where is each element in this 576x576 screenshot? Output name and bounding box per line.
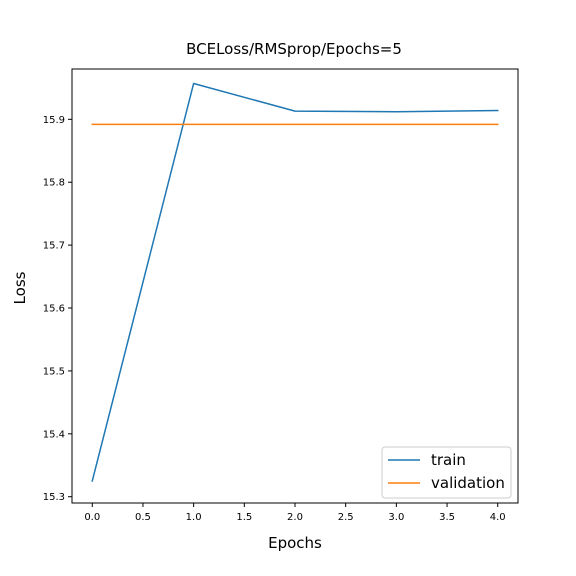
x-tick-label: 0.0 (84, 512, 100, 523)
y-tick-label: 15.7 (43, 241, 65, 252)
series-lines (91, 82, 499, 482)
legend-label-validation: validation (431, 474, 505, 492)
x-tick-label: 2.5 (338, 512, 354, 523)
y-axis-label: Loss (11, 271, 29, 304)
y-tick-label: 15.3 (43, 492, 65, 503)
y-tick-label: 15.6 (43, 304, 65, 315)
legend: train validation (381, 446, 512, 499)
x-tick-label: 1.0 (186, 512, 202, 523)
x-axis-ticks: 0.0 0.5 1.0 1.5 2.0 2.5 3.0 3.5 4.0 (84, 503, 506, 523)
series-line-train (91, 82, 499, 482)
legend-label-train: train (431, 451, 466, 469)
x-tick-label: 0.5 (135, 512, 151, 523)
x-tick-label: 4.0 (490, 512, 506, 523)
y-tick-label: 15.9 (43, 115, 65, 126)
y-axis-ticks: 15.3 15.4 15.5 15.6 15.7 15.8 15.9 (43, 115, 72, 503)
y-tick-label: 15.8 (43, 178, 65, 189)
chart-title: BCELoss/RMSprop/Epochs=5 (186, 40, 402, 58)
y-tick-label: 15.4 (43, 429, 65, 440)
x-axis-label: Epochs (268, 534, 322, 552)
plot-area-frame (71, 68, 519, 504)
x-tick-label: 3.5 (439, 512, 455, 523)
x-tick-label: 3.0 (388, 512, 404, 523)
y-tick-label: 15.5 (43, 366, 65, 377)
x-tick-label: 2.0 (287, 512, 303, 523)
x-tick-label: 1.5 (236, 512, 252, 523)
